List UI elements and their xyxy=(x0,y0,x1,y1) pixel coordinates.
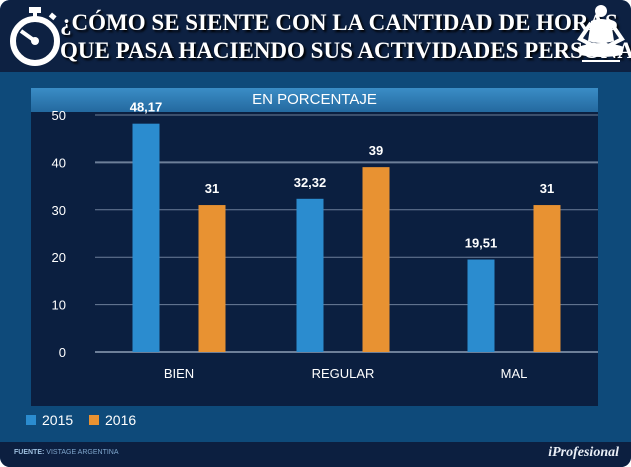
data-label: 48,17 xyxy=(130,100,163,115)
bar-2016-mal xyxy=(533,205,561,352)
meditation-icon xyxy=(577,5,625,62)
legend-label: 2015 xyxy=(42,412,74,428)
legend-item-2016: 2016 xyxy=(89,412,136,428)
legend-swatch xyxy=(89,415,99,425)
source-label: FUENTE: xyxy=(14,449,45,456)
title-line-2: QUE PASA HACIENDO SUS ACTIVIDADES PERSON… xyxy=(60,38,631,63)
legend-item-2015: 2015 xyxy=(26,412,73,428)
bar-2016-regular xyxy=(362,167,390,352)
bar-2016-bien xyxy=(198,205,226,352)
bar-2015-bien xyxy=(132,123,160,353)
y-tick-label: 40 xyxy=(52,155,66,170)
legend-label: 2016 xyxy=(105,412,137,428)
chart-subtitle: EN PORCENTAJE xyxy=(31,88,598,112)
data-label: 31 xyxy=(540,181,554,196)
category-label: MAL xyxy=(501,366,528,381)
bar-2015-regular xyxy=(296,198,324,352)
header: ¿CÓMO SE SIENTE CON LA CANTIDAD DE HORAS… xyxy=(0,0,631,72)
source: FUENTE: VISTAGE ARGENTINA xyxy=(14,449,119,456)
y-tick-label: 30 xyxy=(52,203,66,218)
y-tick-label: 50 xyxy=(52,108,66,123)
data-label: 31 xyxy=(205,181,219,196)
stopwatch-icon xyxy=(10,7,60,66)
data-label: 32,32 xyxy=(294,175,327,190)
category-label: REGULAR xyxy=(312,366,375,381)
bar-2015-mal xyxy=(467,259,495,352)
source-text: VISTAGE ARGENTINA xyxy=(46,449,119,456)
y-tick-label: 0 xyxy=(59,345,66,360)
category-label: BIEN xyxy=(164,366,194,381)
title-line-1: ¿CÓMO SE SIENTE CON LA CANTIDAD DE HORAS xyxy=(60,10,618,35)
y-tick-label: 20 xyxy=(52,250,66,265)
brand-logo: iProfesional xyxy=(548,445,619,460)
footer: FUENTE: VISTAGE ARGENTINA iProfesional xyxy=(0,442,631,467)
data-label: 39 xyxy=(369,143,383,158)
data-label: 19,51 xyxy=(465,236,498,251)
legend-swatch xyxy=(26,415,36,425)
y-tick-label: 10 xyxy=(52,298,66,313)
